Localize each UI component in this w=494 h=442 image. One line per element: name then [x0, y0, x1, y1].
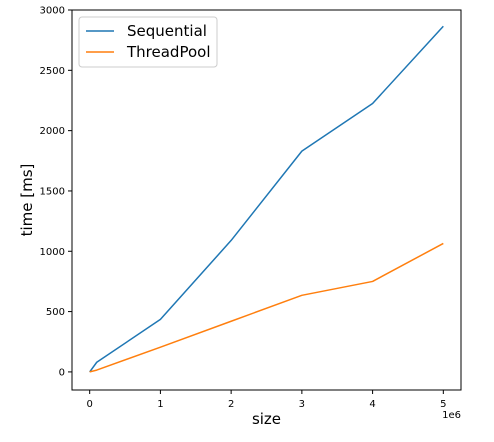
plot-area — [72, 10, 461, 390]
y-tick-label: 2500 — [40, 66, 65, 77]
y-axis-ticks: 0 500 1000 1500 2000 2500 3000 — [40, 6, 72, 378]
legend-box — [78, 16, 218, 68]
y-tick-label: 0 — [59, 367, 65, 378]
x-tick-label: 4 — [369, 399, 375, 410]
x-tick-label: 0 — [86, 399, 92, 410]
series-line-threadpool — [89, 242, 444, 373]
x-tick-label: 1 — [157, 399, 163, 410]
series-layer — [89, 25, 444, 373]
x-tick-label: 3 — [299, 399, 305, 410]
y-tick-label: 3000 — [40, 6, 65, 17]
legend-label-threadpool: ThreadPool — [126, 43, 210, 61]
y-tick-label: 500 — [46, 307, 65, 318]
legend: Sequential ThreadPool — [78, 16, 218, 68]
x-axis-ticks: 0 1 2 3 4 5 — [86, 390, 447, 410]
y-tick-label: 2000 — [40, 126, 65, 137]
y-axis-title: time [ms] — [18, 164, 36, 237]
series-line-sequential — [89, 25, 444, 373]
plot-frame — [71, 9, 462, 391]
y-tick-label: 1500 — [40, 186, 65, 197]
x-tick-label: 5 — [440, 399, 446, 410]
x-tick-label: 2 — [228, 399, 234, 410]
legend-label-sequential: Sequential — [127, 22, 207, 40]
x-axis-title: size — [252, 410, 281, 428]
x-axis-offset-label: 1e6 — [442, 410, 461, 421]
y-tick-label: 1000 — [40, 247, 65, 258]
